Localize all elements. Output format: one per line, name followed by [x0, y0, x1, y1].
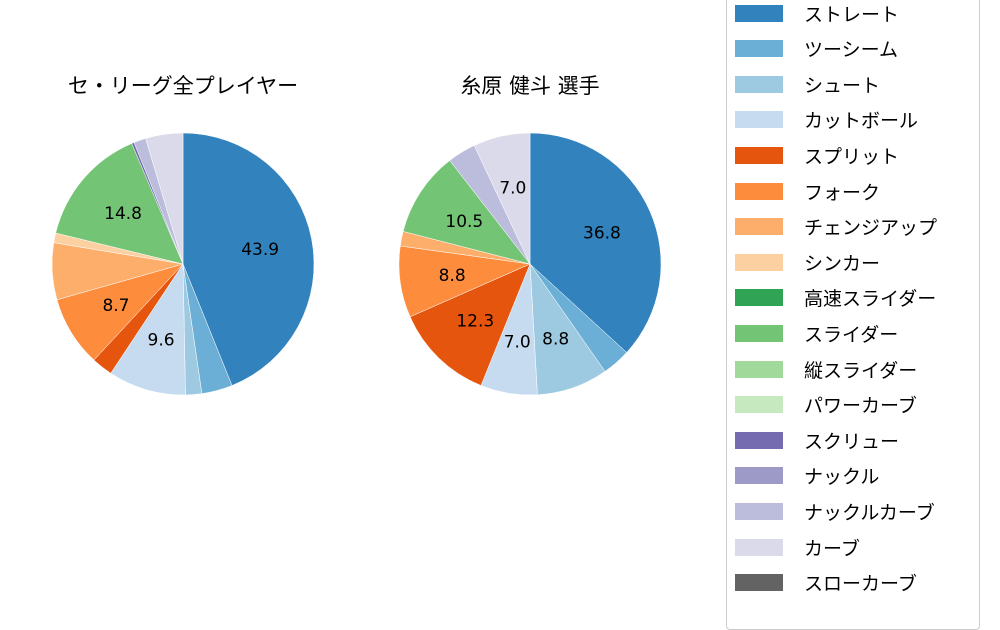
legend-item: 高速スライダー [735, 286, 936, 310]
legend-swatch [735, 431, 783, 449]
slice-label: 10.5 [445, 212, 483, 232]
legend-label: フォーク [804, 181, 881, 204]
legend-label: カットボール [804, 110, 919, 133]
legend-item: フォーク [735, 179, 881, 204]
legend-item: ツーシーム [735, 37, 898, 61]
legend-item: スライダー [735, 321, 899, 346]
legend-item: シュート [735, 72, 881, 97]
legend-label: ナックルカーブ [804, 501, 935, 524]
legend-item: 縦スライダー [735, 357, 918, 382]
legend-swatch [735, 40, 783, 58]
legend-label: スライダー [804, 323, 899, 346]
legend-label: スクリュー [804, 430, 900, 453]
chart-title-league: セ・リーグ全プレイヤー [67, 74, 299, 98]
legend-item: スローカーブ [735, 571, 917, 595]
legend-swatch [735, 182, 783, 200]
pie-slice [182, 132, 315, 386]
legend-label: シンカー [804, 252, 881, 275]
legend-label: シュート [804, 74, 881, 97]
legend-label: チェンジアップ [804, 217, 938, 240]
legend-swatch [735, 218, 783, 236]
slice-label: 43.9 [241, 240, 279, 260]
legend-swatch [735, 574, 783, 592]
slice-label: 14.8 [104, 204, 142, 224]
pie-slice [529, 132, 662, 353]
legend-label: ツーシーム [804, 39, 899, 62]
pie-charts: 43.9 9.6 8.7 14.8 36.8 8.8 7.0 12.3 8.8 10.5 7.0 [51, 132, 662, 396]
legend-item: シンカー [735, 250, 881, 275]
pie-slice [55, 143, 184, 265]
legend-swatch [735, 396, 783, 414]
slice-label: 7.0 [499, 178, 526, 198]
legend-swatch [735, 111, 783, 129]
pie-league: 43.9 9.6 8.7 14.8 [51, 132, 315, 396]
legend-item: ナックル [735, 464, 879, 488]
pie-slice [145, 132, 184, 265]
legend-label: スプリット [804, 145, 900, 168]
pie-slice [110, 263, 186, 396]
slice-label: 12.3 [456, 311, 494, 331]
legend-item: チェンジアップ [735, 215, 937, 239]
slice-label: 9.6 [148, 330, 175, 350]
legend-swatch [735, 538, 783, 556]
legend-label: ナックル [804, 466, 880, 489]
legend-swatch [735, 146, 783, 164]
chart-title-player: 糸原 健斗 選手 [460, 74, 600, 98]
legend-item: パワーカーブ [735, 393, 917, 417]
legend-swatch [735, 75, 783, 93]
legend-label: パワーカーブ [804, 395, 917, 418]
legend-label: ストレート [804, 3, 900, 26]
legend-swatch [735, 253, 783, 271]
pie-slice [473, 132, 531, 265]
slice-label: 8.7 [102, 296, 129, 316]
legend-label: スローカーブ [804, 573, 917, 596]
legend-item: スプリット [735, 143, 900, 168]
legend-swatch [735, 467, 783, 485]
pie-slice [402, 160, 531, 265]
legend-swatch [735, 502, 783, 520]
pie-slice [409, 263, 531, 386]
legend-label: カーブ [804, 537, 860, 560]
slice-label: 36.8 [583, 223, 621, 243]
slice-label: 8.8 [439, 266, 466, 286]
legend-item: カットボール [735, 108, 918, 132]
legend-label: 高速スライダー [804, 288, 937, 311]
legend-label: 縦スライダー [804, 359, 918, 382]
legend-item: ストレート [735, 1, 900, 26]
pie-player: 36.8 8.8 7.0 12.3 8.8 10.5 7.0 [398, 132, 662, 396]
slice-label: 8.8 [542, 329, 569, 349]
legend-item: ナックルカーブ [735, 499, 935, 524]
legend-item: カーブ [735, 535, 860, 560]
legend-swatch [735, 324, 783, 342]
legend-swatch [735, 4, 783, 22]
legend-item: スクリュー [735, 428, 900, 453]
legend-swatch [735, 360, 783, 378]
slice-label: 7.0 [504, 333, 531, 353]
legend-swatch [735, 289, 783, 307]
legend: ストレートツーシームシュートカットボール スプリットフォークチェンジアップ シンカー… [726, 0, 980, 630]
